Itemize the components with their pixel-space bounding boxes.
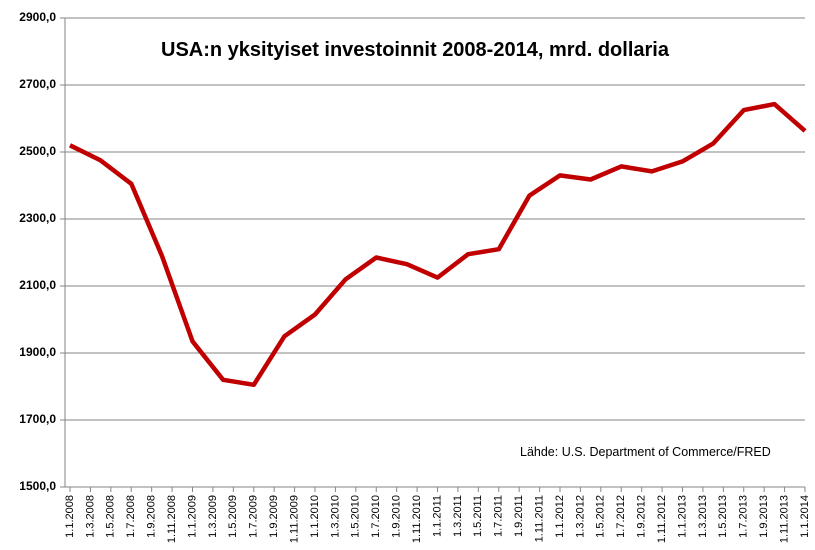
y-tick-label: 2300,0: [19, 211, 56, 225]
x-tick-label: 1.5.2013: [717, 495, 729, 538]
x-tick-label: 1.5.2010: [350, 495, 362, 538]
x-tick-label: 1.3.2013: [697, 495, 709, 538]
x-tick-label: 1.11.2012: [656, 495, 668, 543]
x-tick-label: 1.3.2010: [329, 495, 341, 538]
x-tick-label: 1.9.2008: [146, 495, 158, 538]
x-tick-label: 1.1.2011: [431, 495, 443, 537]
chart-title: USA:n yksityiset investoinnit 2008-2014,…: [161, 39, 670, 61]
x-tick-label: 1.1.2013: [676, 495, 688, 538]
x-tick-label: 1.9.2009: [268, 495, 280, 538]
x-tick-label: 1.11.2013: [778, 495, 790, 543]
x-tick-label: 1.3.2011: [452, 495, 464, 537]
x-tick-label: 1.11.2009: [288, 495, 300, 543]
x-tick-label: 1.7.2008: [125, 495, 137, 538]
x-tick-label: 1.5.2011: [472, 495, 484, 537]
x-tick-label: 1.11.2008: [166, 495, 178, 543]
y-tick-label: 1700,0: [19, 412, 56, 426]
x-tick-label: 1.1.2009: [186, 495, 198, 538]
source-note: Lähde: U.S. Department of Commerce/FRED: [520, 445, 771, 459]
x-tick-label: 1.5.2012: [595, 495, 607, 538]
y-tick-label: 1900,0: [19, 345, 56, 359]
x-tick-label: 1.9.2011: [513, 495, 525, 537]
x-tick-label: 1.7.2010: [370, 495, 382, 538]
y-tick-label: 2700,0: [19, 77, 56, 91]
data-line: [69, 101, 807, 388]
y-tick-label: 2500,0: [19, 144, 56, 158]
x-tick-label: 1.7.2013: [738, 495, 750, 538]
x-tick-label: 1.9.2012: [636, 495, 648, 538]
x-tick-label: 1.7.2012: [615, 495, 627, 538]
x-tick-label: 1.3.2009: [207, 495, 219, 538]
x-tick-label: 1.1.2008: [64, 495, 76, 538]
y-tick-label: 2100,0: [19, 278, 56, 292]
x-tick-label: 1.7.2009: [248, 495, 260, 538]
x-tick-label: 1.1.2010: [309, 495, 321, 538]
x-tick-label: 1.5.2009: [227, 495, 239, 538]
x-tick-label: 1.11.2010: [411, 495, 423, 543]
x-tick-label: 1.7.2011: [493, 495, 505, 537]
x-tick-label: 1.3.2008: [84, 495, 96, 538]
y-tick-label: 1500,0: [19, 479, 56, 493]
x-tick-label: 1.11.2011: [533, 495, 545, 542]
y-tick-label: 2900,0: [19, 10, 56, 24]
x-tick-label: 1.1.2014: [799, 495, 811, 538]
x-tick-label: 1.9.2010: [391, 495, 403, 538]
x-tick-label: 1.5.2008: [105, 495, 117, 538]
x-tick-label: 1.3.2012: [574, 495, 586, 538]
x-tick-label: 1.9.2013: [758, 495, 770, 538]
x-tick-label: 1.1.2012: [554, 495, 566, 538]
